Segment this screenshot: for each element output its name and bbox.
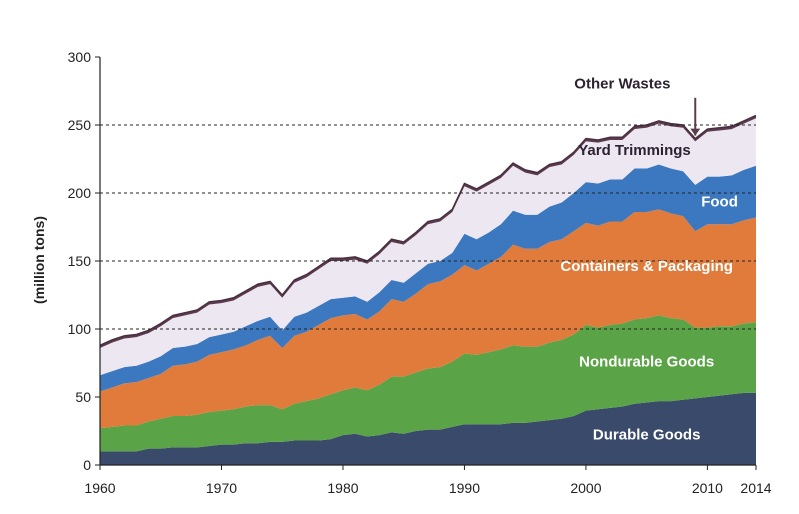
y-tick-label-0: 0 [83, 457, 91, 473]
axes-layer: 0 50 100 150 200 250 300 1960 1970 1980 1990 2000 20… [68, 49, 772, 496]
series-label-nondurable-goods: Nondurable Goods [579, 353, 714, 370]
x-tick-label-2014: 2014 [740, 480, 771, 496]
x-tick-label-2000: 2000 [570, 480, 601, 496]
x-tick-label-1960: 1960 [84, 480, 115, 496]
series-label-yard-trimmings: Yard Trimmings [578, 142, 691, 159]
y-tick-label-250: 250 [68, 117, 92, 133]
area-nondurable-goods [100, 315, 756, 452]
series-labels-layer: Durable Goods Nondurable Goods Containers … [560, 75, 737, 443]
y-tick-label-200: 200 [68, 185, 92, 201]
areas-layer [99, 114, 757, 465]
x-tick-label-1970: 1970 [206, 480, 237, 496]
y-axis-title: (million tons) [31, 216, 47, 304]
area-durable-goods [100, 392, 756, 465]
area-food [100, 164, 756, 392]
area-yard-trimmings [100, 118, 756, 376]
x-tick-label-2010: 2010 [692, 480, 723, 496]
gridlines-layer [100, 124, 756, 330]
area-containers-and-packaging [100, 209, 756, 429]
y-tick-label-100: 100 [68, 321, 92, 337]
x-tick-label-1980: 1980 [327, 480, 358, 496]
y-tick-label-150: 150 [68, 253, 92, 269]
series-label-durable-goods: Durable Goods [593, 427, 701, 444]
y-tick-label-300: 300 [68, 49, 92, 65]
x-tick-label-1990: 1990 [449, 480, 480, 496]
series-label-food: Food [701, 193, 738, 210]
y-tick-label-50: 50 [75, 389, 91, 405]
series-label-containers-and-packaging: Containers & Packaging [560, 258, 733, 275]
other-wastes-arrowhead [690, 128, 701, 136]
series-label-other-wastes: Other Wastes [574, 75, 670, 92]
